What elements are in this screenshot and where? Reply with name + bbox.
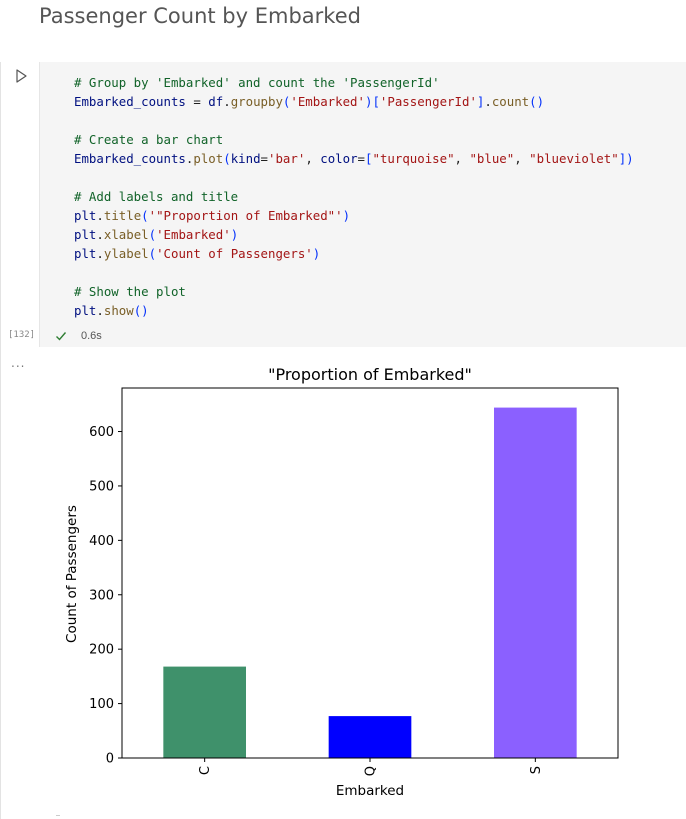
y-tick-label: 400: [89, 534, 114, 549]
code-token: (): [529, 94, 545, 109]
code-token: .: [223, 94, 231, 109]
code-token: (: [141, 208, 149, 223]
code-token: .: [96, 246, 104, 261]
x-axis-label: Embarked: [336, 783, 404, 799]
code-line: Embarked_counts.plot(kind='bar', color=[…: [74, 149, 634, 168]
code-token: df: [208, 94, 224, 109]
code-token: (: [148, 246, 157, 261]
code-token: 'Embarked': [156, 227, 231, 242]
code-token: plt: [74, 303, 97, 318]
code-token: kind: [230, 151, 261, 166]
plot-frame: [121, 387, 619, 759]
code-token: =: [260, 151, 268, 166]
code-editor[interactable]: # Group by 'Embarked' and count the 'Pas…: [74, 73, 634, 320]
code-line: plt.xlabel('Embarked'): [74, 225, 634, 244]
code-cell[interactable]: [39, 62, 686, 347]
code-token: '"Proportion of Embarked"': [148, 208, 343, 223]
code-token: "blueviolet": [529, 151, 619, 166]
code-token: plt: [74, 208, 97, 223]
code-token: ,: [454, 151, 470, 166]
code-token: plot: [193, 151, 224, 166]
code-token: groupby: [230, 94, 283, 109]
bar-c: [163, 666, 246, 758]
code-token: show: [103, 303, 134, 318]
code-token: (: [148, 227, 157, 242]
y-tick-label: 500: [89, 479, 114, 494]
execution-time: 0.6s: [81, 330, 102, 342]
code-token: title: [103, 208, 142, 223]
code-token: plt: [74, 246, 97, 261]
x-tick-label: C: [198, 766, 213, 775]
code-token: count: [491, 94, 530, 109]
code-line: plt.ylabel('Count of Passengers'): [74, 244, 634, 263]
code-token: .: [185, 151, 194, 166]
y-tick-label: 200: [89, 643, 114, 658]
code-token: (): [133, 303, 149, 318]
code-token: ): [312, 246, 321, 261]
code-token: (: [223, 151, 231, 166]
code-token: =: [185, 94, 209, 109]
code-token: [: [365, 151, 373, 166]
code-token: "blue": [469, 151, 515, 166]
code-token: ): [230, 227, 239, 242]
y-ticks: 0 100 200 300 400 500 600: [89, 425, 122, 767]
bars: [163, 407, 577, 758]
code-token: Embarked_counts: [74, 94, 186, 109]
code-token: ]): [618, 151, 634, 166]
code-token: # Create a bar chart: [74, 132, 224, 147]
chart-title: "Proportion of Embarked": [268, 365, 472, 384]
code-token: "turquoise": [372, 151, 455, 166]
code-token: ): [364, 94, 373, 109]
y-axis-label: Count of Passengers: [64, 505, 80, 643]
code-token: Embarked_counts: [74, 151, 186, 166]
code-token: 'Count of Passengers': [156, 246, 313, 261]
code-token: 'Embarked': [290, 94, 365, 109]
code-token: plt: [74, 227, 97, 242]
check-icon: [56, 332, 67, 341]
x-tick-label: Q: [364, 766, 379, 776]
code-line: plt.title('"Proportion of Embarked"'): [74, 206, 634, 225]
output-more-icon[interactable]: ...: [11, 356, 26, 370]
cell-divider: [56, 815, 60, 816]
bar-s: [494, 407, 577, 758]
code-line: # Add labels and title: [74, 187, 634, 206]
code-token: .: [96, 208, 104, 223]
execution-count: [132]: [8, 330, 36, 340]
code-token: # Add labels and title: [74, 189, 239, 204]
code-line: # Show the plot: [74, 282, 634, 301]
code-line: # Group by 'Embarked' and count the 'Pas…: [74, 73, 634, 92]
markdown-heading: Passenger Count by Embarked: [39, 4, 361, 28]
code-token: ,: [514, 151, 530, 166]
code-token: .: [484, 94, 492, 109]
code-token: ): [342, 208, 351, 223]
code-token: ,: [305, 151, 321, 166]
code-token: 'PassengerId': [379, 94, 477, 109]
code-line: Embarked_counts = df.groupby('Embarked')…: [74, 92, 634, 111]
code-token: 'bar': [268, 151, 306, 166]
code-token: (: [282, 94, 291, 109]
code-token: ylabel: [103, 246, 149, 261]
cell-gutter: [0, 62, 1, 819]
code-token: xlabel: [103, 227, 149, 242]
y-tick-label: 300: [89, 588, 114, 603]
code-token: .: [96, 303, 104, 318]
y-tick-label: 0: [106, 752, 114, 767]
play-icon[interactable]: [13, 68, 29, 84]
code-token: # Show the plot: [74, 284, 186, 299]
code-token: .: [96, 227, 104, 242]
code-token: # Group by 'Embarked' and count the 'Pas…: [74, 75, 440, 90]
code-token: [: [372, 94, 380, 109]
x-tick-label: S: [529, 766, 544, 774]
y-tick-label: 100: [89, 697, 114, 712]
code-token: color: [320, 151, 358, 166]
code-line: plt.show(): [74, 301, 634, 320]
code-token: ]: [476, 94, 485, 109]
code-line: # Create a bar chart: [74, 130, 634, 149]
y-tick-label: 600: [89, 425, 114, 440]
bar-q: [328, 716, 412, 758]
code-token: =: [357, 151, 366, 166]
